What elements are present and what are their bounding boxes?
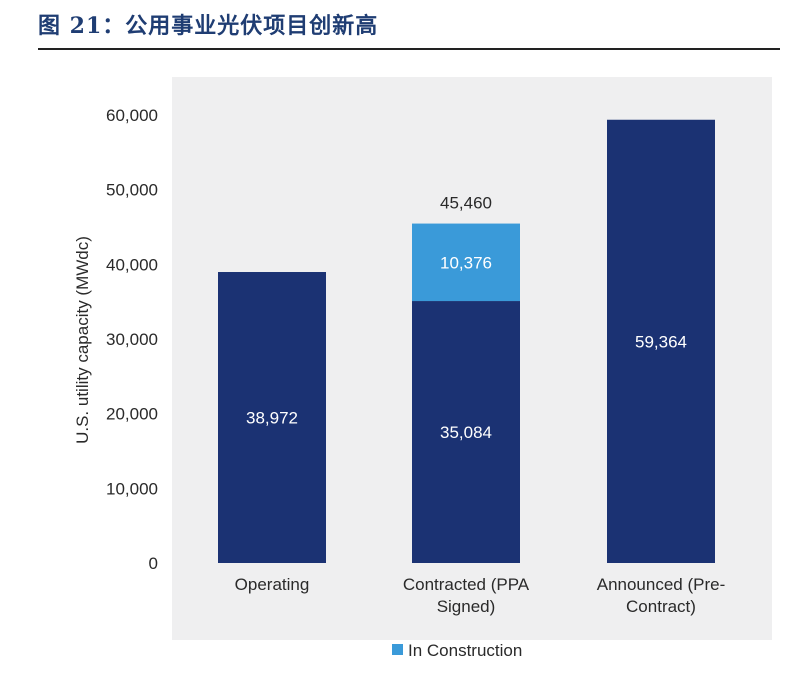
x-category-label: Operating	[235, 575, 310, 594]
bar-operating-contracted-announced	[218, 272, 326, 563]
bar-in-construction	[412, 223, 520, 302]
bar-value-label: 38,972	[246, 409, 298, 428]
bar-value-label: 35,084	[440, 423, 492, 442]
y-tick-label: 40,000	[106, 255, 158, 274]
x-category-label: Contract)	[626, 597, 696, 616]
bar-operating-contracted-announced	[607, 119, 715, 563]
y-tick-label: 0	[149, 554, 158, 573]
x-category-label: Announced (Pre-	[597, 575, 726, 594]
y-axis-title: U.S. utility capacity (MWdc)	[73, 236, 92, 444]
x-category-label: Contracted (PPA	[403, 575, 530, 594]
bar-segment-value-label: 10,376	[440, 253, 492, 272]
bar-total-label: 45,460	[440, 194, 492, 213]
title-rule	[38, 48, 780, 50]
legend-label: In Construction	[408, 641, 522, 660]
y-tick-label: 10,000	[106, 479, 158, 498]
x-category-label: Signed)	[437, 597, 496, 616]
bar-value-label: 59,364	[635, 332, 687, 351]
y-tick-label: 60,000	[106, 106, 158, 125]
figure-title: 图 21：公用事业光伏项目创新高	[38, 13, 379, 39]
legend-swatch	[392, 644, 403, 655]
y-tick-label: 50,000	[106, 181, 158, 200]
bar-operating-contracted-announced	[412, 301, 520, 563]
y-tick-label: 20,000	[106, 405, 158, 424]
y-tick-label: 30,000	[106, 330, 158, 349]
